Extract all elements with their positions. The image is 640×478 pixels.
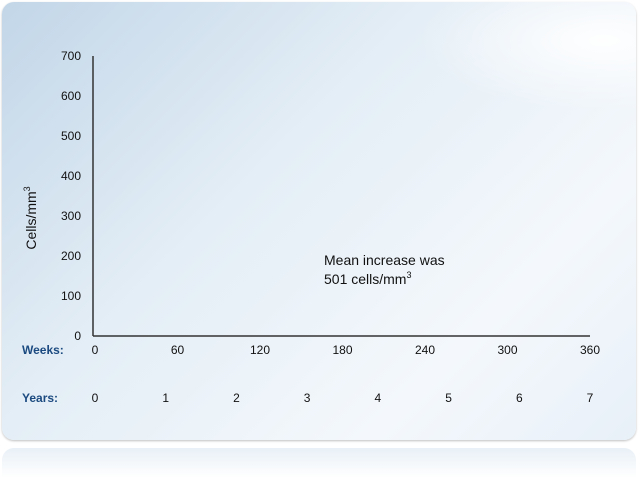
x-tick-label: 4 [375,391,382,405]
y-tick-label: 400 [61,169,81,183]
y-axis-title-superscript: 3 [22,186,32,191]
x-tick-label: 1 [162,391,169,405]
y-axis-title-text: Cells/mm [23,191,39,249]
y-tick-label: 0 [74,329,81,343]
y-tick-label: 300 [61,209,81,223]
x-tick-label: 120 [250,343,270,357]
slide-background [2,2,636,440]
annotation-line-2-superscript: 3 [406,270,411,280]
x-tick-label: 0 [92,391,99,405]
x-tick-label: 3 [304,391,311,405]
x-tick-label: 2 [233,391,240,405]
x-tick-label: 5 [445,391,452,405]
annotation-line-1: Mean increase was [324,252,445,268]
x-tick-label: 360 [580,343,600,357]
y-tick-labels: 0 100 200 300 400 500 600 700 [61,49,81,343]
slide-reflection [2,448,636,478]
annotation-line-2-text: 501 cells/mm [324,271,406,287]
x-tick-label: 7 [587,391,594,405]
x-tick-label: 0 [92,343,99,357]
annotation-line-2: 501 cells/mm3 [324,270,411,287]
x-tick-label: 300 [497,343,517,357]
x-tick-label: 6 [516,391,523,405]
background-gloss [416,2,636,112]
y-tick-label: 700 [61,49,81,63]
x-tick-label: 180 [332,343,352,357]
y-tick-label: 600 [61,89,81,103]
y-tick-label: 200 [61,249,81,263]
x-tick-label: 240 [415,343,435,357]
x-row-label: Weeks: [22,343,64,357]
x-tick-label: 60 [171,343,185,357]
y-tick-label: 500 [61,129,81,143]
y-tick-label: 100 [61,289,81,303]
x-axis-rows: Weeks: 0 60 120 180 240 300 360 Years: 0 1 2 3 4 5 6 7 [22,343,600,405]
y-axis-title: Cells/mm3 [22,186,39,249]
x-row-label: Years: [22,391,58,405]
